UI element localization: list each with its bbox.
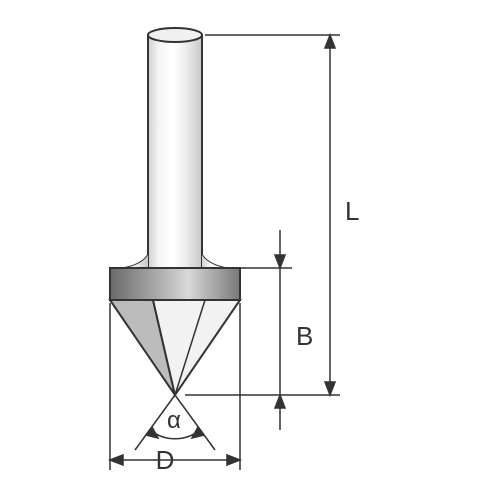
label-alpha: α — [167, 407, 181, 434]
shank — [110, 28, 240, 270]
v-cutter — [110, 300, 240, 395]
label-D: D — [156, 445, 175, 475]
collar — [110, 268, 240, 300]
label-L: L — [345, 196, 359, 226]
router-bit-diagram: L B D α — [0, 0, 500, 500]
dimension-B — [240, 230, 292, 430]
label-B: B — [296, 321, 313, 351]
